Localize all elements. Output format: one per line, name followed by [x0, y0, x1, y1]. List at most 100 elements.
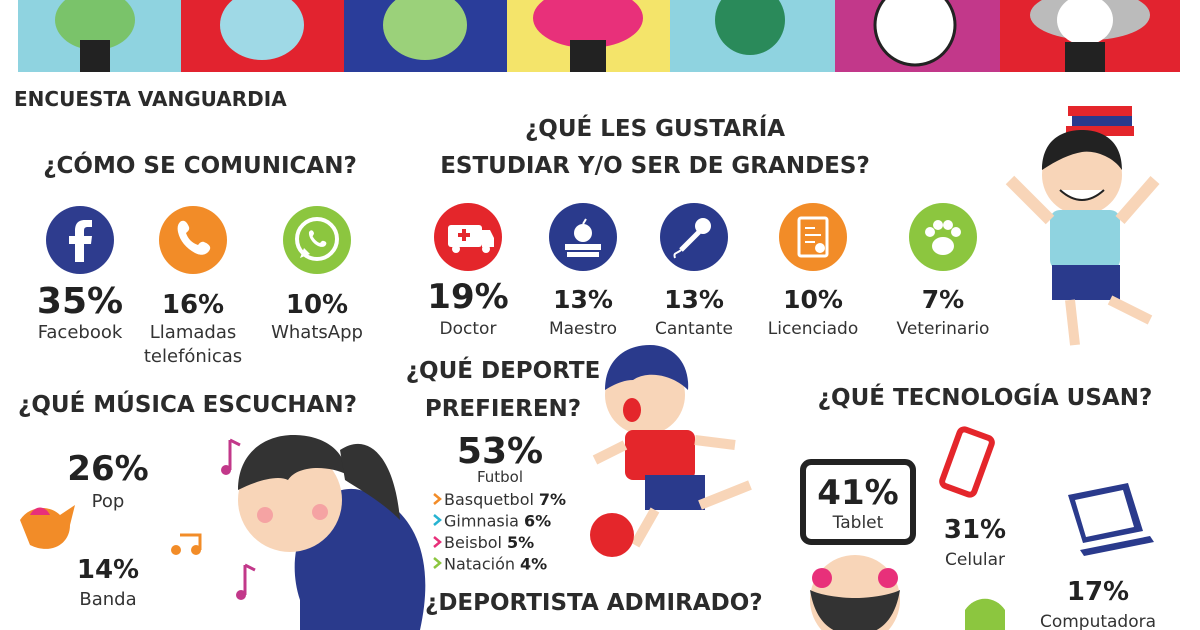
- item-label: Computadora: [1040, 612, 1156, 630]
- item-label: Celular: [945, 550, 1005, 570]
- decoration: [257, 507, 273, 523]
- section-label: ENCUESTA VANGUARDIA: [14, 87, 287, 111]
- banner: [18, 0, 1180, 72]
- decoration: [1075, 490, 1134, 537]
- decoration: [1066, 126, 1134, 136]
- decoration: [308, 230, 327, 247]
- kid-illustration: [1005, 106, 1160, 346]
- decoration: [80, 40, 110, 72]
- decoration: [574, 224, 592, 242]
- decoration: [565, 244, 601, 250]
- girl-under-tablet: [810, 555, 900, 630]
- decoration: [590, 513, 634, 557]
- boy-illustration: [590, 345, 752, 557]
- decoration: [69, 220, 92, 262]
- decoration: [159, 206, 227, 274]
- decoration: [221, 465, 231, 475]
- percent: 13%: [553, 285, 613, 314]
- decoration: [695, 218, 711, 234]
- section-title: PREFIEREN?: [425, 396, 581, 422]
- decoration: [228, 438, 241, 470]
- item-label: Licenciado: [768, 319, 858, 339]
- decoration: [673, 249, 682, 259]
- decoration: [383, 0, 467, 60]
- decoration: [1080, 536, 1154, 556]
- decoration: [645, 475, 705, 510]
- decoration: [1059, 189, 1105, 201]
- decoration: [30, 507, 50, 515]
- decoration: [1050, 210, 1120, 270]
- percent: 19%: [427, 277, 508, 317]
- decoration: [943, 220, 953, 230]
- decoration: [177, 220, 211, 255]
- section-title: ¿QUÉ MÚSICA ESCUCHAN?: [18, 390, 357, 418]
- item-label: Doctor: [440, 319, 497, 339]
- decoration: [679, 230, 701, 252]
- item-label: Pop: [92, 491, 125, 512]
- decoration: [582, 218, 587, 225]
- girl-illustration: [20, 435, 426, 630]
- decoration: [1052, 265, 1120, 300]
- decoration: [433, 493, 442, 505]
- decoration: [1072, 116, 1132, 126]
- decoration: [779, 203, 847, 271]
- decoration: [433, 557, 442, 569]
- decoration: [605, 345, 689, 390]
- percent: 26%: [67, 449, 148, 489]
- decoration: [810, 590, 900, 630]
- decoration: [715, 0, 785, 55]
- decoration: [433, 536, 442, 548]
- percent: 7%: [539, 490, 566, 509]
- item-label: Tablet: [832, 513, 884, 533]
- decoration: [452, 245, 460, 253]
- decoration: [533, 0, 643, 48]
- decoration: [933, 220, 943, 230]
- graduate-icon: [779, 203, 847, 271]
- section-title: ¿CÓMO SE COMUNICAN?: [43, 151, 357, 179]
- item-label: Banda: [79, 589, 136, 610]
- decoration: [295, 217, 339, 261]
- decoration: [925, 227, 935, 237]
- decoration: [191, 545, 201, 555]
- decoration: [1065, 295, 1153, 346]
- decoration: [932, 237, 954, 255]
- decoration: [805, 227, 821, 243]
- percent: 17%: [1067, 577, 1129, 607]
- section-title: ¿QUÉ DEPORTE: [406, 356, 601, 384]
- item-label: Natación: [444, 555, 515, 574]
- item-label: Futbol: [477, 468, 523, 486]
- decoration: [482, 230, 494, 247]
- tablet-icon: [800, 459, 916, 545]
- percent: 14%: [77, 555, 139, 585]
- decoration: [1065, 42, 1105, 72]
- decoration: [1068, 106, 1132, 116]
- decoration: [238, 435, 348, 490]
- list-markers: [433, 493, 442, 569]
- decoration: [220, 0, 304, 60]
- decoration: [570, 40, 606, 72]
- section-title: ¿QUÉ TECNOLOGÍA USAN?: [818, 383, 1153, 411]
- decoration: [1005, 175, 1160, 225]
- decoration: [951, 227, 961, 237]
- percent: 5%: [507, 533, 534, 552]
- decoration: [283, 206, 351, 274]
- item-label: Gimnasia: [444, 512, 519, 531]
- decoration: [482, 245, 490, 253]
- phone-icon: [159, 206, 227, 274]
- decoration: [965, 598, 1005, 630]
- decoration: [873, 0, 957, 67]
- singer-icon: [660, 203, 728, 271]
- decoration: [592, 435, 752, 548]
- percent: 4%: [520, 555, 547, 574]
- whatsapp-icon: [283, 206, 351, 274]
- item-label: Cantante: [655, 319, 733, 339]
- decoration: [243, 563, 256, 595]
- item-label: Veterinario: [897, 319, 990, 339]
- percent: 10%: [286, 290, 348, 320]
- decoration: [939, 426, 995, 498]
- decoration: [180, 533, 202, 550]
- percent: 10%: [783, 285, 843, 314]
- vet-icon: [909, 203, 977, 271]
